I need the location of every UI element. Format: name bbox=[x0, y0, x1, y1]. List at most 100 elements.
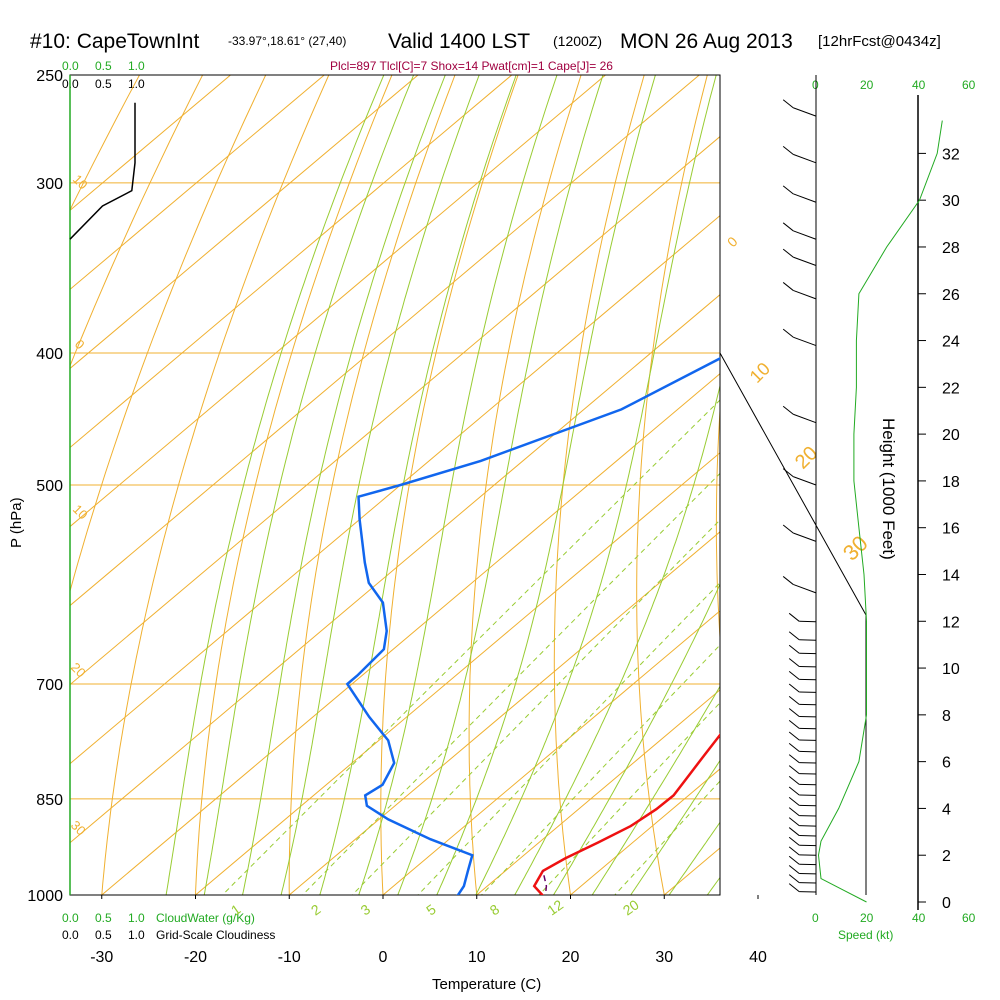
wind-barb bbox=[782, 524, 817, 542]
cloudiness-label: Grid-Scale Cloudiness bbox=[156, 928, 275, 942]
isotherm-line bbox=[70, 135, 720, 686]
height-tick-label: 22 bbox=[942, 380, 960, 397]
dry-adiabat-label: 30 bbox=[838, 531, 873, 566]
moist-adiabat bbox=[668, 821, 720, 895]
thermo-grid bbox=[70, 75, 720, 895]
wind-barb-flag bbox=[788, 731, 800, 741]
dry-adiabat bbox=[194, 75, 393, 895]
dry-adiabat bbox=[70, 75, 204, 368]
speed-bottom-tick-1: 20 bbox=[860, 911, 874, 925]
height-tick-label: 24 bbox=[942, 334, 960, 351]
wind-barb-flag bbox=[788, 883, 800, 893]
temperature-tick-label: 40 bbox=[749, 949, 767, 966]
wind-barb-staff bbox=[793, 583, 817, 594]
wind-barb-flag bbox=[788, 855, 800, 865]
wind-barb bbox=[788, 695, 817, 706]
wind-barb bbox=[788, 775, 817, 786]
wind-barb bbox=[788, 865, 817, 875]
wind-barb-flag bbox=[782, 146, 794, 155]
isotherm-line bbox=[70, 294, 720, 844]
surface-dewpoint-point bbox=[480, 897, 488, 905]
isotherm-line bbox=[382, 610, 720, 895]
wind-barb-flag bbox=[788, 683, 800, 693]
wind-barb bbox=[788, 807, 817, 817]
pressure-tick-label: 500 bbox=[36, 478, 63, 495]
wind-barb bbox=[788, 644, 817, 655]
dry-adiabat bbox=[468, 75, 582, 895]
wind-barb-flag bbox=[788, 836, 800, 846]
wind-barb bbox=[782, 282, 817, 300]
wind-barb bbox=[788, 817, 817, 827]
height-tick-label: 14 bbox=[942, 567, 960, 584]
mixing-ratio-line bbox=[538, 702, 720, 895]
moist-adiabat bbox=[397, 75, 604, 895]
height-tick-label: 16 bbox=[942, 521, 960, 538]
wind-barb-flag bbox=[782, 222, 794, 232]
wind-barb-flag bbox=[788, 786, 800, 796]
cloud-bottom-black-1: 0.5 bbox=[95, 928, 112, 942]
cloud-top-black-2: 1.0 bbox=[128, 77, 145, 91]
height-tick-label: 6 bbox=[942, 755, 951, 772]
wind-barb bbox=[782, 146, 817, 164]
height-tick-label: 18 bbox=[942, 474, 960, 491]
chart-header: #10: CapeTownInt -33.97°,18.61° (27,40) … bbox=[30, 30, 941, 73]
wind-barb-flag bbox=[788, 644, 800, 654]
moist-adiabat bbox=[165, 75, 385, 895]
wind-barb-staff bbox=[793, 532, 817, 542]
wind-panel-outline bbox=[719, 352, 867, 895]
moist-adiabat bbox=[630, 759, 720, 895]
cloud-bottom-black-2: 1.0 bbox=[128, 928, 145, 942]
wind-barb-flag bbox=[788, 846, 800, 856]
mixing-ratio-label: 2 bbox=[308, 901, 324, 919]
speed-axis-label: Speed (kt) bbox=[838, 928, 893, 942]
mixing-ratio-line bbox=[301, 472, 720, 895]
height-tick-label: 0 bbox=[942, 895, 951, 912]
speed-scale: 0 20 40 60 0 20 40 60 Speed (kt) bbox=[812, 78, 976, 942]
wind-barb bbox=[788, 786, 817, 796]
wind-barb bbox=[788, 658, 817, 668]
wind-barb-flag bbox=[788, 827, 800, 836]
wind-barb-flag bbox=[788, 658, 800, 667]
wind-barb bbox=[788, 631, 817, 641]
wind-barb-flag bbox=[782, 328, 794, 338]
wind-barb bbox=[788, 855, 817, 866]
wind-barb-flag bbox=[788, 695, 800, 705]
height-tick-label: 10 bbox=[942, 661, 960, 678]
wind-barb-flag bbox=[788, 796, 800, 806]
isotherm-label: 20 bbox=[68, 660, 89, 681]
isotherm-line bbox=[288, 531, 720, 895]
wind-barb bbox=[788, 612, 817, 623]
wind-barb-flag bbox=[782, 99, 794, 109]
height-axis-label: Height (1000 Feet) bbox=[879, 418, 898, 560]
station-coords: -33.97°,18.61° (27,40) bbox=[228, 34, 346, 48]
pressure-tick-label: 300 bbox=[36, 176, 63, 193]
wind-barb-staff bbox=[793, 193, 817, 203]
wind-barb-flag bbox=[782, 248, 794, 258]
height-tick-label: 4 bbox=[942, 801, 951, 818]
pressure-tick-label: 1000 bbox=[27, 888, 63, 905]
wind-barb bbox=[788, 708, 817, 718]
wind-barb bbox=[782, 576, 817, 594]
isotherm-line bbox=[70, 214, 720, 765]
speed-top-tick-2: 40 bbox=[912, 78, 926, 92]
cloud-top-green-1: 0.5 bbox=[95, 59, 112, 73]
temperature-tick-label: 0 bbox=[379, 949, 388, 966]
isotherm-line bbox=[70, 75, 419, 370]
wind-barb-staff bbox=[793, 107, 817, 117]
wind-barb-flag bbox=[788, 765, 800, 774]
moist-adiabat bbox=[280, 75, 480, 895]
wind-barb-staff bbox=[793, 230, 817, 240]
isotherm-line bbox=[70, 75, 326, 291]
wind-barb-staff bbox=[793, 256, 817, 266]
wind-barb-flag bbox=[782, 185, 794, 195]
mixing-ratio-label: 5 bbox=[423, 901, 439, 919]
wind-barb-staff bbox=[793, 289, 817, 300]
cloud-top-black-1: 0.5 bbox=[95, 77, 112, 91]
temperature-tick-label: 20 bbox=[562, 949, 580, 966]
mixing-ratio-label: 8 bbox=[487, 901, 503, 919]
cloud-bottom-green-1: 0.5 bbox=[95, 911, 112, 925]
pressure-tick-label: 250 bbox=[36, 68, 63, 85]
cloud-bottom-green-2: 1.0 bbox=[128, 911, 145, 925]
temperature-tick-label: -30 bbox=[90, 949, 113, 966]
